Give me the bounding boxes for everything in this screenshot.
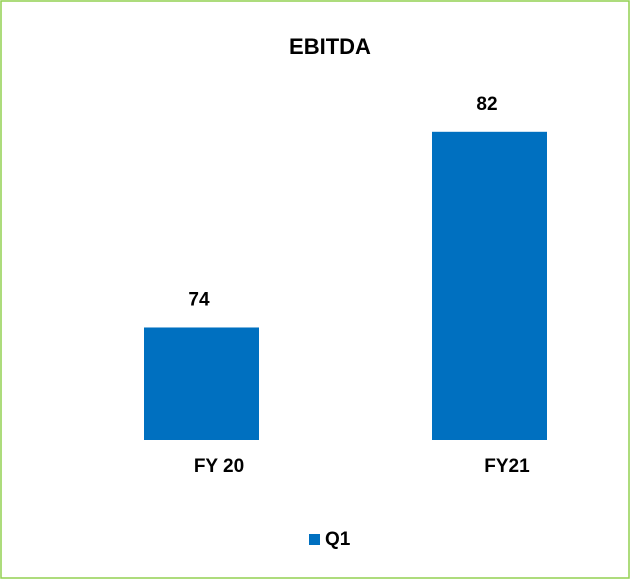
data-label: 74: [188, 289, 210, 310]
legend-swatch: [309, 534, 320, 545]
x-tick-label: FY 20: [194, 456, 244, 477]
data-label: 82: [476, 94, 497, 115]
bar: [432, 131, 547, 440]
x-tick-label: FY21: [484, 456, 530, 477]
bar: [144, 327, 259, 440]
chart-title: EBITDA: [289, 34, 371, 59]
legend-label: Q1: [325, 529, 351, 550]
